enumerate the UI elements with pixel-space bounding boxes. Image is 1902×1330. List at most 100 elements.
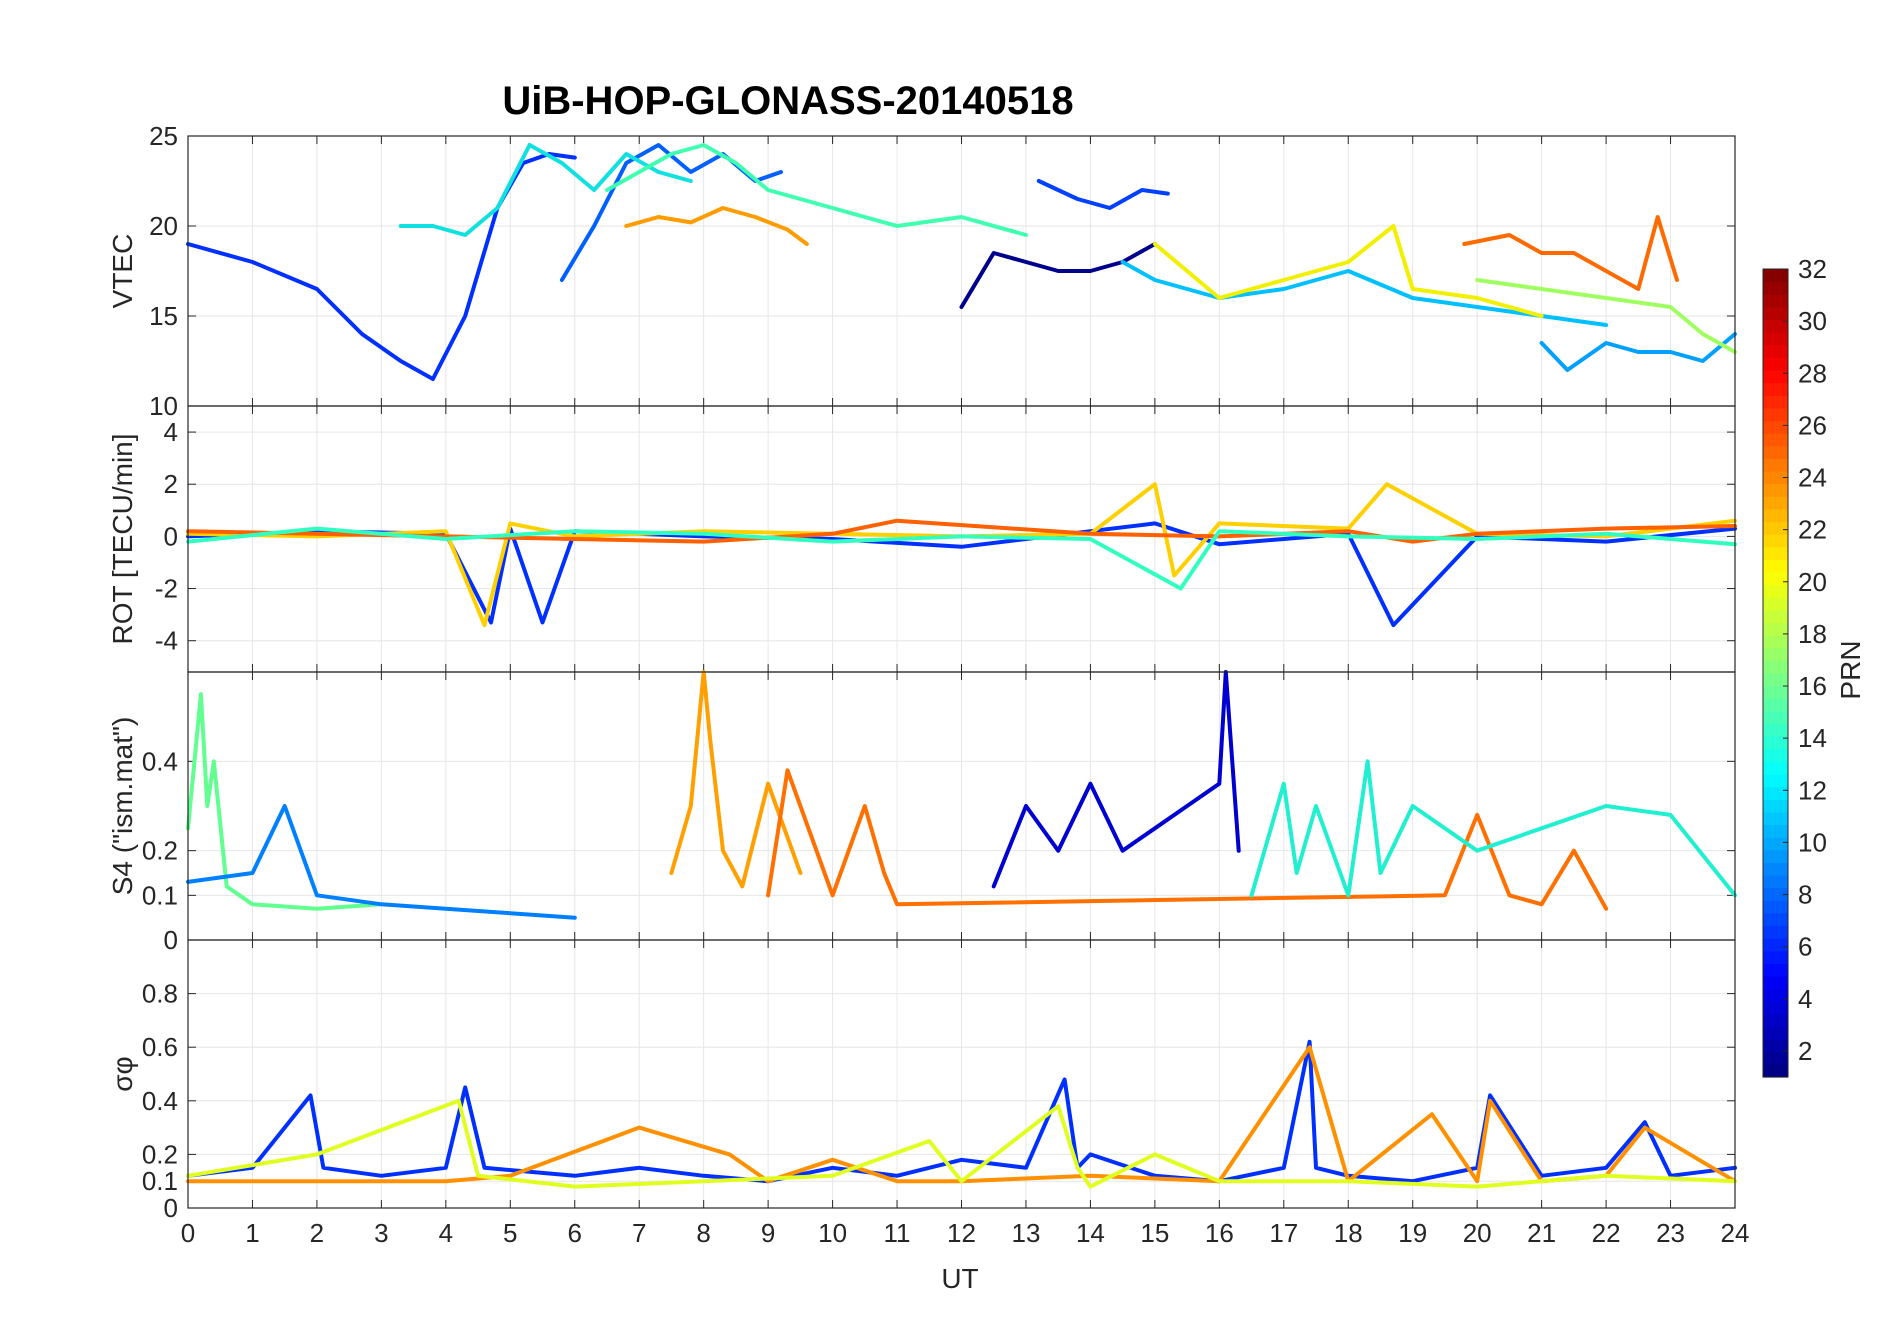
colorbar-segment [1763,698,1788,712]
colorbar-tick-label: 12 [1798,775,1827,805]
y-tick-label: 0 [164,925,178,955]
colorbar-segment [1763,357,1788,371]
series-line-prn-17 [1475,278,1737,354]
y-tick-label: 0.4 [142,746,178,776]
colorbar-segment [1763,774,1788,788]
x-tick-label: 7 [632,1218,646,1248]
colorbar-segment [1763,395,1788,409]
y-tick-label: 0 [164,1193,178,1223]
colorbar-segment [1763,950,1788,964]
colorbar-segment [1763,269,1788,283]
colorbar-tick-label: 4 [1798,984,1812,1014]
colorbar-segment [1763,572,1788,586]
colorbar-segment [1763,1064,1788,1078]
colorbar-segment [1763,887,1788,901]
colorbar-segment [1763,521,1788,535]
series-line-prn-14 [186,526,1737,591]
x-tick-label: 8 [696,1218,710,1248]
colorbar-tick-label: 26 [1798,410,1827,440]
colorbar-segment [1763,925,1788,939]
x-tick-label: 4 [439,1218,453,1248]
x-tick-label: 0 [181,1218,195,1248]
colorbar-tick-label: 24 [1798,463,1827,493]
colorbar-segment [1763,1051,1788,1065]
colorbar-segment [1763,912,1788,927]
colorbar-tick-label: 22 [1798,515,1827,545]
y-tick-label: 0.4 [142,1086,178,1116]
y-tick-label: -2 [155,574,178,604]
colorbar-segment [1763,332,1788,346]
colorbar-segment [1763,597,1788,611]
colorbar-segment [1763,306,1788,321]
y-tick-label: 0 [164,521,178,551]
colorbar-segment [1763,483,1788,497]
y-tick-label: 10 [149,391,178,421]
x-tick-label: 6 [568,1218,582,1248]
x-tick-label: 24 [1721,1218,1750,1248]
x-tick-label: 12 [947,1218,976,1248]
panel-sigma_phi: 00.10.2 0.4 0.6 0.8 σφ [107,939,1737,1223]
colorbar-segment [1763,471,1788,485]
y-tick-label: -4 [155,626,178,656]
series-line-prn-4 [1036,179,1170,210]
colorbar-segment [1763,584,1788,598]
panel-rot: -4 -2 0 2 4 ROT [TECU/min] [107,405,1737,673]
y-tick-label: 0.1 [142,1166,178,1196]
y-tick-label: 25 [149,121,178,151]
series-line-prn-21 [186,482,1737,628]
series-line-prn-2 [991,670,1241,889]
x-tick-label: 10 [818,1218,847,1248]
colorbar-segment [1763,445,1788,459]
colorbar-segment [1763,546,1788,560]
colorbar-tick-label: 18 [1798,619,1827,649]
colorbar-segment [1763,407,1788,422]
y-tick-label: 0.2 [142,1139,178,1169]
series-line-prn-3 [186,152,577,381]
colorbar-segment [1763,433,1788,447]
x-tick-label: 19 [1398,1218,1427,1248]
chart-title: UiB-HOP-GLONASS-20140518 [502,79,1073,123]
series-line-prn-13 [1249,759,1737,898]
colorbar-segment [1763,786,1788,800]
series-line-prn-12 [398,143,693,237]
colorbar-segment [1763,849,1788,863]
colorbar-segment [1763,748,1788,762]
y-tick-label: 0.2 [142,836,178,866]
colorbar-segment [1763,635,1788,649]
colorbar-segment [1763,1026,1788,1040]
colorbar-segment [1763,622,1788,636]
x-tick-label: 22 [1592,1218,1621,1248]
colorbar-segment [1763,344,1788,358]
x-tick-label: 1 [245,1218,259,1248]
panel-frame [187,939,1736,1209]
y-axis-label: ROT [TECU/min] [107,433,138,644]
colorbar-segment [1763,673,1788,687]
colorbar-segment [1763,647,1788,661]
colorbar-tick-label: 20 [1798,567,1827,597]
colorbar-label: PRN [1835,640,1866,699]
colorbar-segment [1763,862,1788,876]
colorbar-segment [1763,938,1788,952]
y-tick-label: 0.8 [142,979,178,1009]
x-tick-label: 18 [1334,1218,1363,1248]
colorbar-segment [1763,875,1788,889]
colorbar-segment [1763,736,1788,750]
y-tick-label: 4 [164,417,178,447]
colorbar-segment [1763,382,1788,396]
series-line-prn-25 [186,518,1737,544]
colorbar-tick-label: 28 [1798,358,1827,388]
x-tick-label: 17 [1269,1218,1298,1248]
x-tick-label: 23 [1656,1218,1685,1248]
colorbar-segment [1763,458,1788,472]
series-line-prn-19 [186,1098,1737,1189]
colorbar-segment [1763,660,1788,674]
series-line-prn-15 [605,143,1028,237]
x-tick-label: 21 [1527,1218,1556,1248]
colorbar-segment [1763,761,1788,775]
colorbar-segment [1763,900,1788,914]
colorbar-tick-label: 32 [1798,254,1827,284]
